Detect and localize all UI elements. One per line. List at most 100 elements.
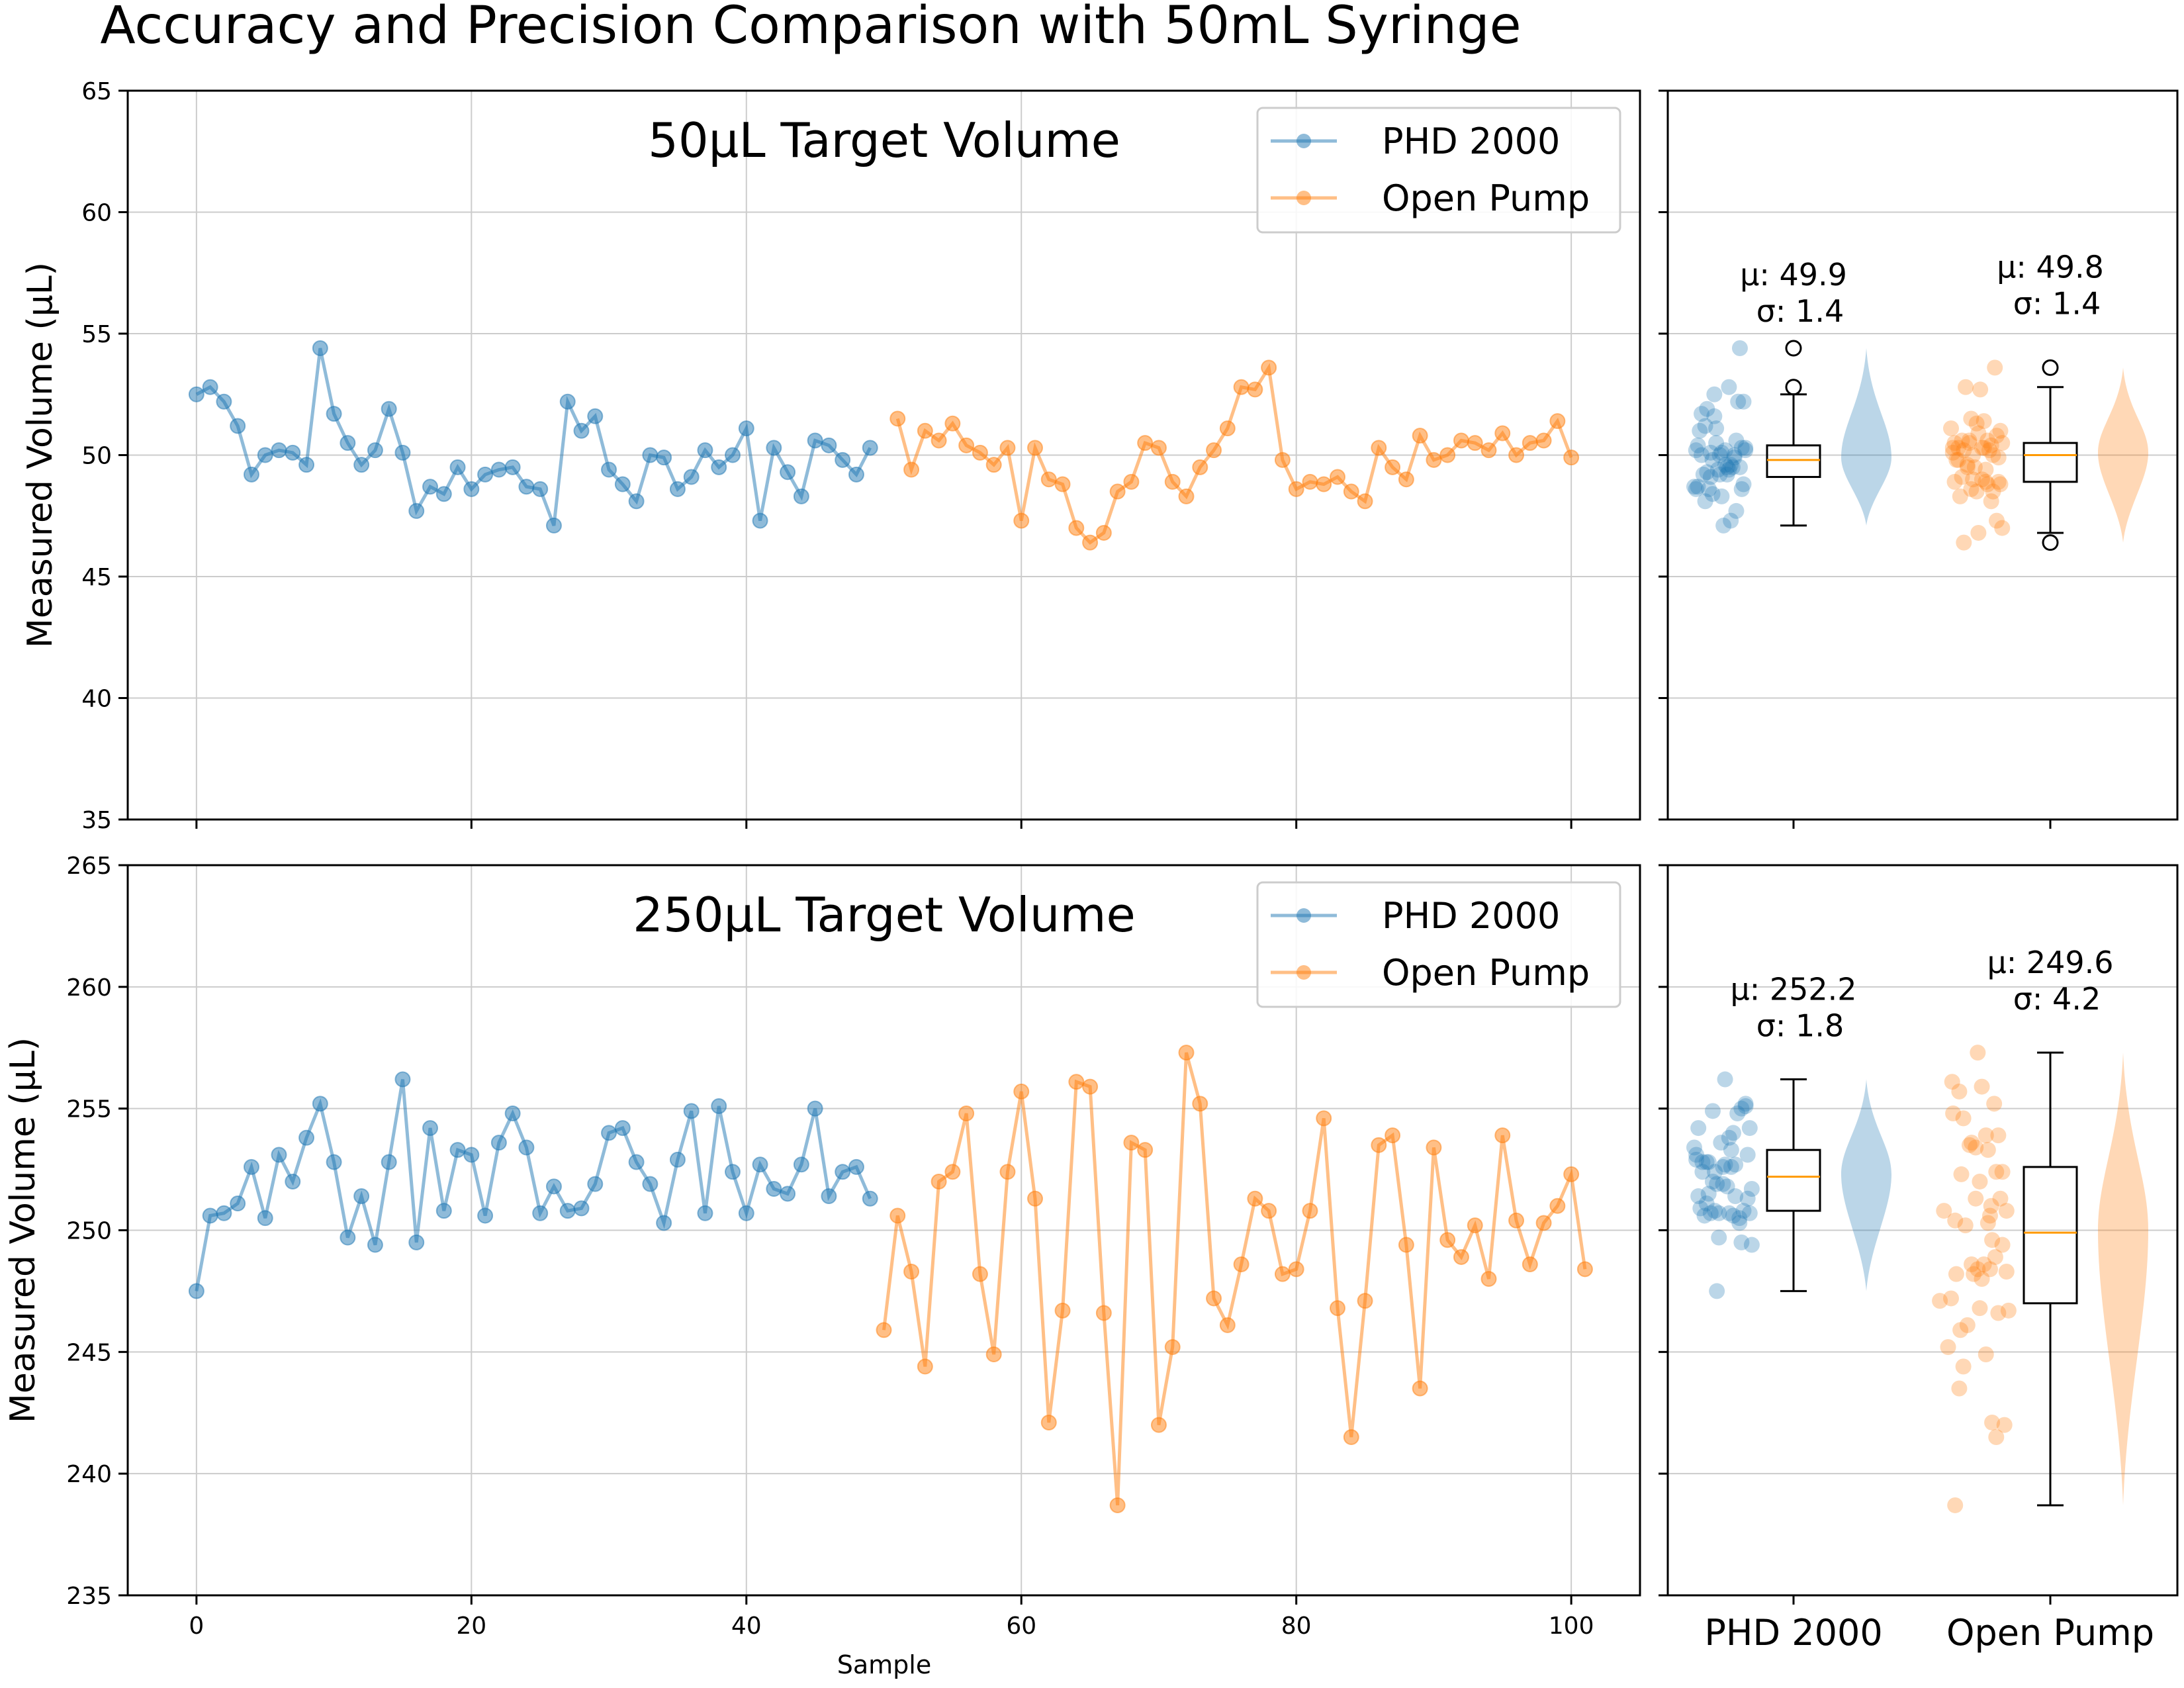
scatter-point bbox=[1944, 440, 1961, 456]
data-point bbox=[1192, 459, 1208, 475]
scatter-point bbox=[1986, 1096, 2003, 1112]
panel-250ul-timeseries: 235 240 245 250 255 260 265 0 20 40 60 80 100 Measure… bbox=[3, 853, 1641, 1640]
scatter-point bbox=[1978, 1346, 1994, 1363]
data-point bbox=[490, 461, 507, 478]
scatter-point bbox=[1731, 459, 1748, 475]
data-point bbox=[1233, 1256, 1250, 1272]
scatter-point bbox=[1717, 442, 1733, 459]
data-point bbox=[1508, 1212, 1525, 1229]
outlier bbox=[1785, 379, 1802, 396]
data-point bbox=[999, 1164, 1016, 1180]
scatter-point bbox=[1688, 442, 1704, 459]
scatter-point bbox=[1704, 1173, 1721, 1190]
data-point bbox=[725, 447, 741, 463]
data-point bbox=[793, 1156, 809, 1173]
scatter-point bbox=[1721, 379, 1737, 395]
scatter-point bbox=[1959, 1317, 1976, 1333]
data-point bbox=[1453, 432, 1469, 449]
data-point bbox=[835, 1164, 851, 1180]
scatter-point bbox=[1708, 435, 1725, 451]
data-point bbox=[1013, 1083, 1030, 1100]
scatter-point bbox=[1984, 1414, 2001, 1430]
scatter-point bbox=[1707, 1164, 1723, 1180]
data-point bbox=[1219, 420, 1236, 437]
mu-annotation: μ: 49.8 bbox=[1997, 250, 2104, 285]
x-axis-label: Sample bbox=[837, 1650, 931, 1679]
sigma-annotation: σ: 1.4 bbox=[1756, 293, 1844, 329]
scatter-point bbox=[1994, 1164, 2011, 1180]
scatter-point bbox=[1741, 1120, 1758, 1137]
scatter-point bbox=[1959, 459, 1976, 475]
scatter-point bbox=[1943, 1290, 1959, 1307]
y-tick-label: 250 bbox=[66, 1218, 112, 1245]
data-point bbox=[1192, 1096, 1208, 1112]
data-point bbox=[463, 481, 480, 497]
scatter-point bbox=[1963, 410, 1979, 427]
scatter-point bbox=[1978, 461, 1994, 478]
scatter-point bbox=[1946, 473, 1963, 490]
data-point bbox=[807, 1100, 823, 1117]
data-point bbox=[1371, 1137, 1387, 1153]
scatter-point bbox=[1692, 1200, 1709, 1217]
outlier bbox=[2042, 359, 2059, 376]
scatter-point bbox=[1688, 481, 1704, 497]
panel-title: 50µL Target Volume bbox=[648, 113, 1120, 168]
scatter-point bbox=[1961, 432, 1978, 449]
scatter-point bbox=[1957, 1217, 1974, 1234]
data-point bbox=[188, 1283, 205, 1299]
scatter-point bbox=[1739, 1147, 1756, 1163]
scatter-point bbox=[1723, 1158, 1739, 1175]
scatter-point bbox=[1972, 1300, 1988, 1317]
data-point bbox=[958, 1105, 975, 1122]
scatter-point bbox=[1979, 432, 1996, 449]
data-point bbox=[298, 1129, 315, 1146]
scatter-point bbox=[1956, 534, 1972, 551]
scatter-point bbox=[1965, 447, 1981, 463]
data-point bbox=[656, 1215, 672, 1231]
data-point bbox=[1412, 1380, 1428, 1397]
data-point bbox=[463, 1147, 480, 1163]
data-point bbox=[243, 1158, 259, 1175]
scatter-point bbox=[1695, 466, 1711, 483]
data-point bbox=[422, 479, 438, 495]
panel-250ul-distribution: μ: 252.2σ: 1.8 PHD 2000 μ: 249.6σ: 4.2 Open… bbox=[1659, 864, 2179, 1654]
scatter-point bbox=[1733, 1234, 1750, 1250]
data-point bbox=[1274, 1266, 1291, 1282]
data-point bbox=[1549, 413, 1566, 430]
x-tick-label: 20 bbox=[456, 1613, 486, 1640]
scatter-point bbox=[1726, 447, 1743, 463]
data-point bbox=[1082, 1078, 1099, 1095]
data-point bbox=[1302, 473, 1318, 490]
data-point bbox=[1247, 381, 1263, 398]
scatter-point bbox=[1961, 435, 1978, 451]
data-point bbox=[1095, 1305, 1112, 1321]
scatter-point bbox=[1701, 481, 1717, 497]
data-point bbox=[972, 444, 988, 461]
series-line bbox=[195, 348, 872, 526]
data-point bbox=[999, 440, 1016, 456]
figure-title: Accuracy and Precision Comparison with 5… bbox=[100, 0, 1521, 56]
scatter-point bbox=[1724, 459, 1741, 475]
outlier bbox=[1785, 340, 1802, 357]
mu-annotation: μ: 252.2 bbox=[1730, 972, 1856, 1008]
data-point bbox=[1274, 451, 1291, 468]
legend-label: Open Pump bbox=[1382, 952, 1590, 994]
sigma-annotation: σ: 1.4 bbox=[2013, 286, 2101, 322]
data-point bbox=[642, 447, 659, 463]
scatter-point bbox=[1709, 1283, 1725, 1299]
data-point bbox=[285, 444, 301, 461]
scatter-point bbox=[1952, 488, 1968, 504]
data-point bbox=[367, 442, 383, 459]
data-point bbox=[1123, 1135, 1140, 1151]
data-point bbox=[1150, 440, 1167, 456]
data-point bbox=[780, 1186, 796, 1202]
data-point bbox=[793, 488, 809, 504]
data-point bbox=[1068, 520, 1085, 536]
scatter-point bbox=[1968, 1139, 1984, 1156]
scatter-point bbox=[1715, 517, 1732, 534]
data-point bbox=[1508, 447, 1525, 463]
scatter-point bbox=[1996, 1417, 2013, 1433]
scatter-point bbox=[1988, 428, 2005, 444]
y-axis-label: Measured Volume (µL) bbox=[21, 262, 60, 648]
data-point bbox=[628, 493, 645, 510]
